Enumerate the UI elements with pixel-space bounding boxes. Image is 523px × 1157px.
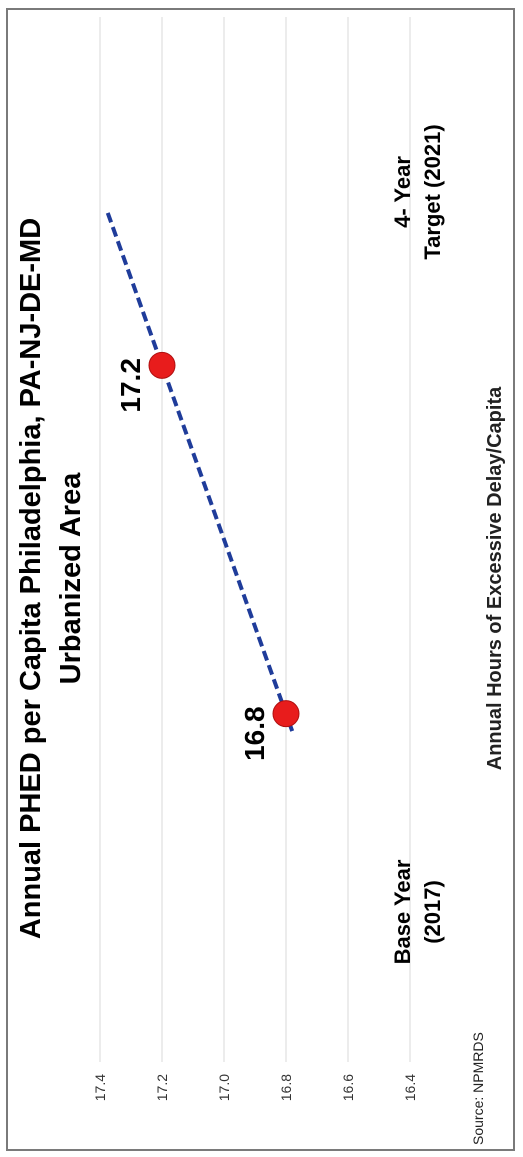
y-tick-label-4: 17.2 — [154, 1074, 170, 1101]
y-tick-label-1: 16.6 — [340, 1074, 356, 1101]
category-label-base-year-line-1: Base Year — [390, 859, 415, 965]
category-label-base-year: Base Year (2017) — [388, 812, 448, 1012]
category-label-target-year-line-2: Target (2021) — [420, 124, 445, 260]
trendline — [104, 207, 295, 732]
data-point-1 — [148, 351, 176, 379]
y-tick-label-2: 16.8 — [278, 1074, 294, 1101]
y-axis-label: Annual Hours of Excessive Delay/Capita — [484, 386, 506, 771]
category-label-base-year-line-2: (2017) — [420, 880, 445, 944]
y-tick-label-3: 17.0 — [216, 1074, 232, 1101]
data-label-0: 16.8 — [239, 706, 270, 761]
y-tick-label-5: 17.4 — [92, 1074, 108, 1101]
data-point-0 — [272, 700, 300, 728]
category-label-target-year: 4- Year Target (2021) — [388, 92, 448, 292]
data-label-1: 17.2 — [115, 358, 146, 413]
y-tick-label-0: 16.4 — [402, 1074, 418, 1101]
category-label-target-year-line-1: 4- Year — [390, 156, 415, 228]
